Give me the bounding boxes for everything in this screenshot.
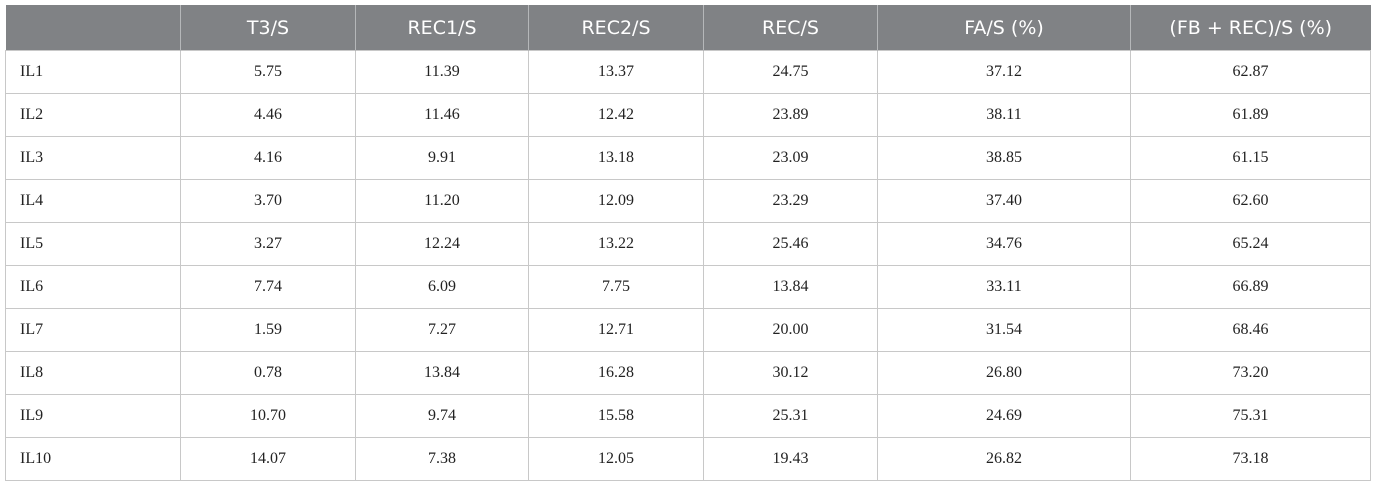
table-cell: 25.31 <box>703 394 878 438</box>
table-cell: 6.09 <box>355 265 529 309</box>
table-cell: 12.42 <box>528 93 704 137</box>
table-row: IL2 4.46 11.46 12.42 23.89 38.11 61.89 <box>5 93 1371 137</box>
table-cell: 3.70 <box>180 179 356 223</box>
table-cell: 26.80 <box>877 351 1131 395</box>
row-label: IL3 <box>5 136 181 180</box>
table-cell: 73.18 <box>1130 437 1371 481</box>
header-row: T3/S REC1/S REC2/S REC/S FA/S (%) (FB + REC)/… <box>5 5 1371 51</box>
table-row: IL5 3.27 12.24 13.22 25.46 34.76 65.24 <box>5 222 1371 266</box>
table-cell: 7.38 <box>355 437 529 481</box>
row-label: IL9 <box>5 394 181 438</box>
table-cell: 73.20 <box>1130 351 1371 395</box>
table-cell: 12.09 <box>528 179 704 223</box>
table-cell: 12.05 <box>528 437 704 481</box>
table-cell: 61.15 <box>1130 136 1371 180</box>
table-cell: 13.84 <box>703 265 878 309</box>
table-body: IL1 5.75 11.39 13.37 24.75 37.12 62.87 IL2 4.46 1… <box>5 50 1371 481</box>
table-cell: 4.16 <box>180 136 356 180</box>
table-cell: 1.59 <box>180 308 356 352</box>
table-row: IL7 1.59 7.27 12.71 20.00 31.54 68.46 <box>5 308 1371 352</box>
table-row: IL8 0.78 13.84 16.28 30.12 26.80 73.20 <box>5 351 1371 395</box>
row-label: IL6 <box>5 265 181 309</box>
table-cell: 24.75 <box>703 50 878 94</box>
table-cell: 10.70 <box>180 394 356 438</box>
table-cell: 3.27 <box>180 222 356 266</box>
table-row: IL9 10.70 9.74 15.58 25.31 24.69 75.31 <box>5 394 1371 438</box>
header-cell: REC1/S <box>355 5 529 51</box>
table-row: IL1 5.75 11.39 13.37 24.75 37.12 62.87 <box>5 50 1371 94</box>
table-cell: 62.60 <box>1130 179 1371 223</box>
table-row: IL3 4.16 9.91 13.18 23.09 38.85 61.15 <box>5 136 1371 180</box>
table-cell: 20.00 <box>703 308 878 352</box>
table-cell: 4.46 <box>180 93 356 137</box>
table-cell: 65.24 <box>1130 222 1371 266</box>
table-cell: 13.37 <box>528 50 704 94</box>
table-cell: 66.89 <box>1130 265 1371 309</box>
table-cell: 62.87 <box>1130 50 1371 94</box>
table-cell: 13.22 <box>528 222 704 266</box>
table-cell: 11.39 <box>355 50 529 94</box>
table-container: T3/S REC1/S REC2/S REC/S FA/S (%) (FB + REC)/… <box>5 5 1371 481</box>
table-cell: 7.75 <box>528 265 704 309</box>
table-cell: 23.29 <box>703 179 878 223</box>
table-cell: 12.71 <box>528 308 704 352</box>
table-cell: 38.85 <box>877 136 1131 180</box>
row-label: IL8 <box>5 351 181 395</box>
data-table: T3/S REC1/S REC2/S REC/S FA/S (%) (FB + REC)/… <box>5 5 1371 481</box>
table-cell: 19.43 <box>703 437 878 481</box>
row-label: IL10 <box>5 437 181 481</box>
table-cell: 25.46 <box>703 222 878 266</box>
row-label: IL7 <box>5 308 181 352</box>
header-cell <box>5 5 181 51</box>
row-label: IL1 <box>5 50 181 94</box>
table-cell: 12.24 <box>355 222 529 266</box>
row-label: IL5 <box>5 222 181 266</box>
table-cell: 34.76 <box>877 222 1131 266</box>
table-cell: 37.12 <box>877 50 1131 94</box>
table-cell: 11.46 <box>355 93 529 137</box>
header-cell: REC/S <box>703 5 878 51</box>
table-row: IL4 3.70 11.20 12.09 23.29 37.40 62.60 <box>5 179 1371 223</box>
table-cell: 75.31 <box>1130 394 1371 438</box>
table-cell: 9.91 <box>355 136 529 180</box>
table-cell: 0.78 <box>180 351 356 395</box>
header-cell: FA/S (%) <box>877 5 1131 51</box>
row-label: IL4 <box>5 179 181 223</box>
table-cell: 31.54 <box>877 308 1131 352</box>
row-label: IL2 <box>5 93 181 137</box>
table-cell: 7.74 <box>180 265 356 309</box>
table-cell: 23.89 <box>703 93 878 137</box>
table-cell: 33.11 <box>877 265 1131 309</box>
table-cell: 11.20 <box>355 179 529 223</box>
table-cell: 26.82 <box>877 437 1131 481</box>
table-row: IL6 7.74 6.09 7.75 13.84 33.11 66.89 <box>5 265 1371 309</box>
table-cell: 9.74 <box>355 394 529 438</box>
table-cell: 30.12 <box>703 351 878 395</box>
table-cell: 23.09 <box>703 136 878 180</box>
table-cell: 13.18 <box>528 136 704 180</box>
table-cell: 13.84 <box>355 351 529 395</box>
table-cell: 68.46 <box>1130 308 1371 352</box>
header-cell: REC2/S <box>528 5 704 51</box>
header-cell: T3/S <box>180 5 356 51</box>
table-row: IL10 14.07 7.38 12.05 19.43 26.82 73.18 <box>5 437 1371 481</box>
table-cell: 24.69 <box>877 394 1131 438</box>
table-cell: 14.07 <box>180 437 356 481</box>
table-cell: 15.58 <box>528 394 704 438</box>
table-cell: 38.11 <box>877 93 1131 137</box>
table-cell: 37.40 <box>877 179 1131 223</box>
header-cell: (FB + REC)/S (%) <box>1130 5 1371 51</box>
table-cell: 5.75 <box>180 50 356 94</box>
table-cell: 61.89 <box>1130 93 1371 137</box>
table-cell: 16.28 <box>528 351 704 395</box>
table-cell: 7.27 <box>355 308 529 352</box>
